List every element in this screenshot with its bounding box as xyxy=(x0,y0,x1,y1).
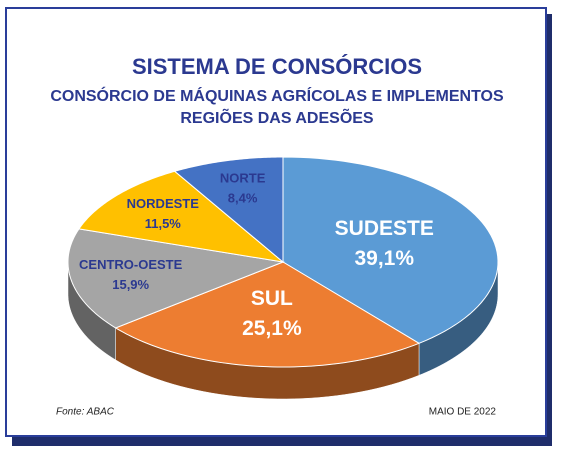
chart-title: SISTEMA DE CONSÓRCIOS xyxy=(132,54,422,79)
slice-label: CENTRO-OESTE xyxy=(79,257,183,272)
chart-subtitle: REGIÕES DAS ADESÕES xyxy=(180,107,374,127)
data-label: 39,1% xyxy=(354,247,414,270)
data-label: 11,5% xyxy=(145,216,182,231)
data-label: 8,4% xyxy=(228,190,258,205)
slice-label: SUDESTE xyxy=(335,217,434,240)
date: MAIO DE 2022 xyxy=(429,407,497,418)
slice xyxy=(282,156,499,344)
slice xyxy=(173,156,284,264)
chart-subtitle: CONSÓRCIO DE MÁQUINAS AGRÍCOLAS E IMPLEM… xyxy=(50,86,504,105)
source: Fonte: ABAC xyxy=(56,407,115,418)
slice xyxy=(114,261,421,368)
data-label: 15,9% xyxy=(112,277,149,292)
slice xyxy=(78,170,285,263)
slice-label: SUL xyxy=(251,287,293,310)
data-label: 25,1% xyxy=(242,317,302,340)
slice-label: NORDESTE xyxy=(127,196,200,211)
slice-label: NORTE xyxy=(220,170,266,185)
